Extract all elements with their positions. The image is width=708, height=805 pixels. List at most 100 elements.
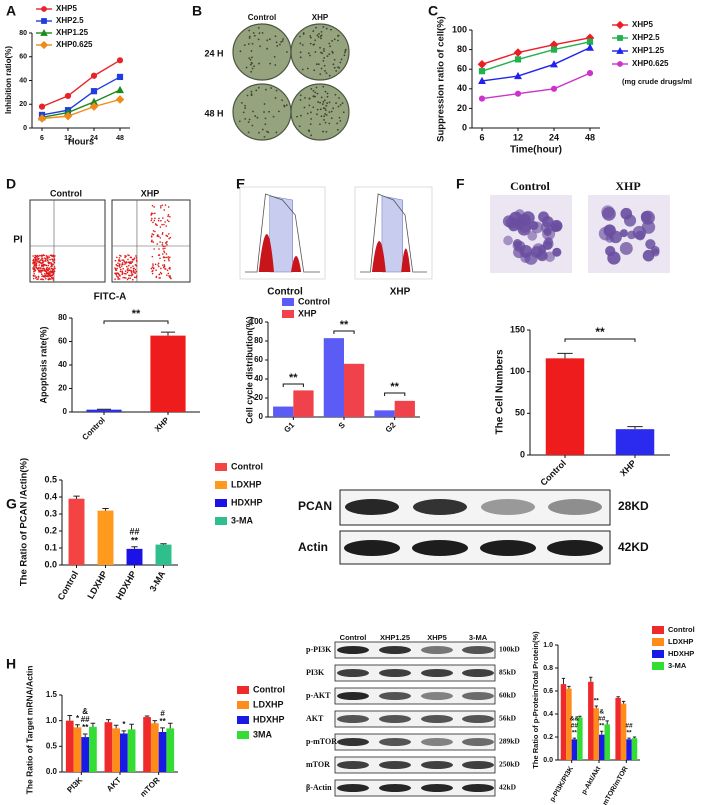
blot-column-label: 3-MA <box>469 633 488 642</box>
data-point <box>116 73 124 81</box>
bar <box>166 728 175 772</box>
stained-cell <box>640 210 655 225</box>
flow-dot <box>50 263 53 265</box>
flow-dot <box>155 269 157 272</box>
flow-dot <box>158 217 160 220</box>
flow-dot <box>168 220 170 223</box>
y-tick-label: 60 <box>58 337 67 346</box>
blot-box <box>334 687 496 705</box>
flow-dot <box>34 259 37 262</box>
stained-cell <box>632 225 647 240</box>
flow-dot <box>42 263 45 266</box>
significance-bracket <box>282 383 304 387</box>
blot-band <box>481 499 535 515</box>
flow-dot <box>126 271 129 274</box>
cell-dot <box>326 92 329 95</box>
x-tick-label: G1 <box>282 420 296 434</box>
cell-dot <box>238 120 241 123</box>
y-tick-label: 60 <box>19 54 27 61</box>
flow-dot <box>166 244 168 246</box>
cell-dot <box>267 131 270 134</box>
flow-dot <box>152 264 154 267</box>
cell-dot <box>255 89 258 92</box>
flow-dot <box>165 268 167 270</box>
flow-dot <box>152 267 155 269</box>
flow-dot <box>168 275 170 277</box>
flow-dot <box>150 236 153 238</box>
error-bar <box>67 715 73 721</box>
flow-dot <box>130 272 133 274</box>
x-tick-label: LDXHP <box>85 569 109 600</box>
legend-swatch <box>282 298 294 306</box>
flow-dot <box>44 275 46 278</box>
blot-size-label: 60kD <box>499 691 517 700</box>
cell-dot <box>248 29 251 32</box>
legend-label: XHP2.5 <box>56 16 84 25</box>
cell-dot <box>273 55 276 58</box>
cell-dot <box>325 72 328 75</box>
blot-size-label: 28KD <box>618 499 649 513</box>
flow-dot <box>42 261 44 263</box>
annotation: * <box>76 714 80 723</box>
cell-dot <box>242 111 245 114</box>
annotation: ## <box>129 526 139 536</box>
cell-dot <box>312 106 315 109</box>
bar <box>577 717 583 760</box>
data-point <box>116 85 124 94</box>
cell-dot <box>247 131 250 134</box>
stained-cell <box>529 221 539 231</box>
data-point <box>586 43 594 51</box>
significance-bracket <box>103 320 169 324</box>
flow-dot <box>132 265 134 267</box>
cell-dot <box>285 104 288 107</box>
flow-dot <box>53 259 56 261</box>
flow-dot <box>43 269 46 271</box>
y-tick-label: 0.6 <box>543 688 553 695</box>
flow-dot <box>159 257 161 260</box>
flow-dot <box>132 258 134 261</box>
flow-dot <box>47 255 49 257</box>
cell-dot <box>339 119 342 122</box>
y-tick-label: 100 <box>510 366 525 376</box>
cell-dot <box>309 36 312 39</box>
y-tick-label: 0 <box>259 412 264 421</box>
annotation: ** <box>159 717 166 726</box>
bar <box>86 409 122 412</box>
flow-dot <box>164 204 167 206</box>
bar <box>593 708 599 760</box>
flow-dot <box>117 278 119 280</box>
bar <box>620 703 627 760</box>
x-tick-label: 3-MA <box>148 569 168 593</box>
flow-dot <box>34 258 37 261</box>
flow-dot <box>42 265 45 267</box>
cell-dot <box>319 35 322 38</box>
legend-label: Control <box>668 625 695 634</box>
annotation: ** <box>132 308 141 320</box>
blot-band <box>379 692 411 700</box>
flow-dot <box>50 271 53 274</box>
flow-dot <box>124 263 126 265</box>
image-column-label: XHP <box>141 188 160 198</box>
y-tick-label: 0.2 <box>543 734 553 741</box>
legend-marker <box>40 29 48 36</box>
cell-dot <box>248 35 251 38</box>
flow-dot <box>152 221 154 224</box>
flow-dot <box>36 261 38 263</box>
histogram-peak <box>371 241 386 272</box>
flow-dot <box>47 259 49 261</box>
cell-dot <box>322 85 325 88</box>
x-tick-label: 24 <box>549 132 559 142</box>
flow-dot <box>162 256 165 259</box>
cell-dot <box>334 93 337 96</box>
legend-label: HDXHP <box>231 497 263 507</box>
blot-band <box>412 540 468 556</box>
flow-dot <box>127 261 129 264</box>
flow-dot <box>34 275 36 277</box>
cell-dot <box>326 102 329 105</box>
flow-dot <box>132 271 135 273</box>
cell-dot <box>320 96 323 99</box>
flow-dot <box>118 264 121 267</box>
legend-label: XHP0.625 <box>632 59 669 68</box>
cell-dot <box>325 130 328 133</box>
flow-dot <box>129 256 132 259</box>
